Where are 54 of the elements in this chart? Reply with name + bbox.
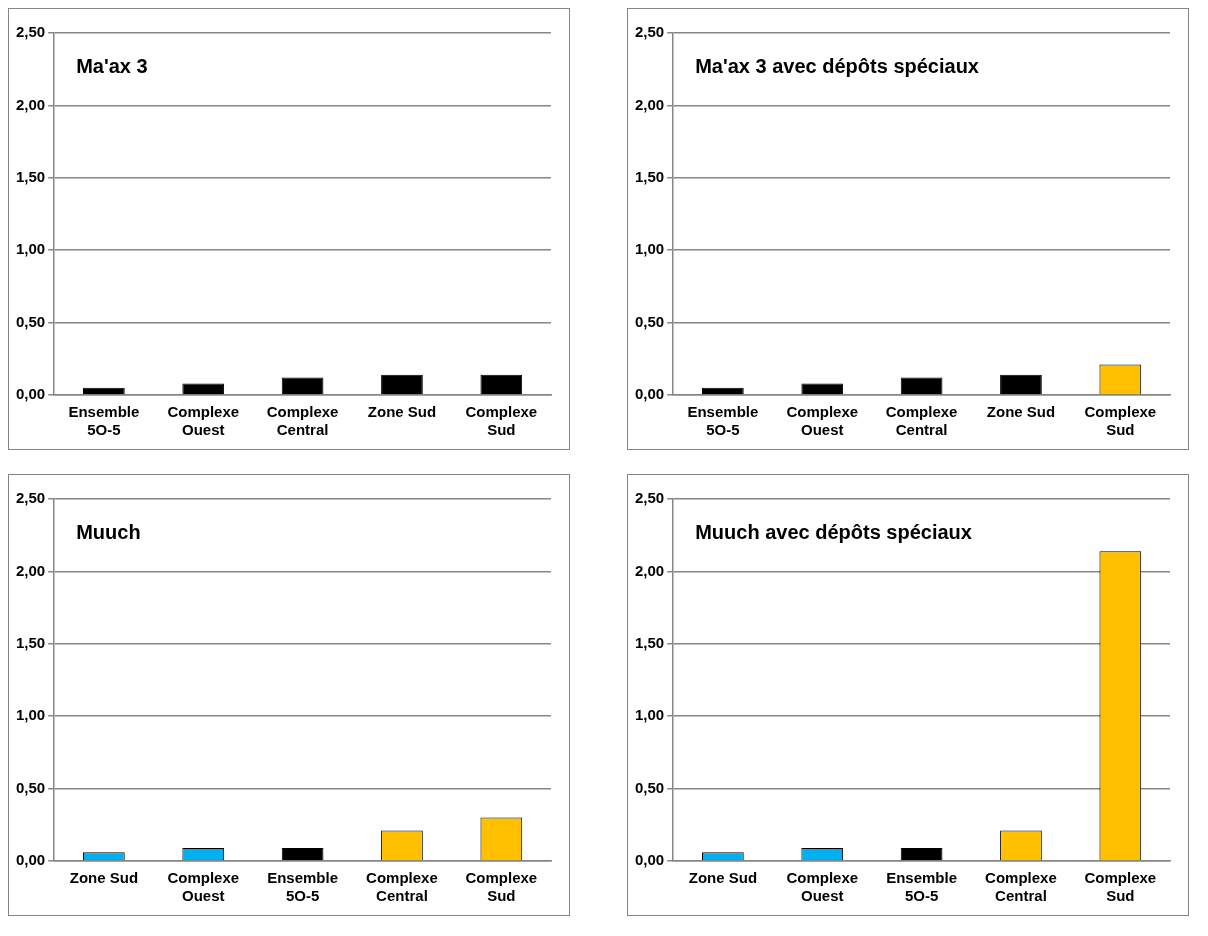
y-tick-label: 0,00 [15,385,46,403]
bar [480,374,523,395]
x-tick-label: Ensemble 5O-5 [886,869,958,905]
x-tick-label: Complexe Central [985,869,1057,905]
x-tick-label: Complexe Sud [465,869,538,905]
text: Ma'ax 3 [76,54,148,77]
x-tick-label: Complexe Sud [465,403,538,439]
text: Muuch [76,520,141,543]
y-tick-label: 1,00 [15,240,46,258]
y-tick-label: 1,00 [15,706,46,724]
y-tick-label: 2,00 [15,561,46,579]
bar [900,847,943,861]
x-tick-label: Complexe Ouest [167,869,240,905]
x-tick-label: Ensemble 5O-5 [68,403,140,439]
y-tick-label: 2,50 [15,489,46,507]
bar [281,377,324,395]
y-tick-label: 1,00 [634,240,665,258]
y-tick-label: 0,00 [634,851,665,869]
y-tick-label: 0,00 [15,851,46,869]
y-tick-label: 0,00 [634,385,665,403]
x-tick-label: Ensemble 5O-5 [267,869,339,905]
y-tick-label: 1,50 [634,167,665,185]
x-tick-label: Complexe Sud [1084,869,1157,905]
bar [83,387,125,395]
bar [381,374,423,395]
x-tick-label: Zone Sud [688,869,758,887]
y-tick-label: 0,50 [15,778,46,796]
x-tick-label: Complexe Ouest [786,869,859,905]
text: Ma'ax 3 avec dépôts spéciaux [695,54,979,77]
y-tick-label: 2,00 [634,561,665,579]
x-tick-label: Complexe Central [885,403,958,439]
y-tick-label: 2,50 [634,489,665,507]
x-tick-label: Zone Sud [367,403,437,421]
x-tick-label: Complexe Ouest [786,403,859,439]
y-tick-label: 1,50 [15,167,46,185]
x-tick-label: Complexe Central [366,869,438,905]
y-tick-label: 0,50 [634,312,665,330]
x-tick-label: Ensemble 5O-5 [687,403,759,439]
bar [182,383,225,395]
y-tick-label: 1,00 [634,706,665,724]
text: Muuch avec dépôts spéciaux [695,520,972,543]
x-tick-label: Complexe Central [266,403,339,439]
y-tick-label: 1,50 [15,633,46,651]
y-tick-label: 2,50 [634,23,665,41]
y-tick-label: 1,50 [634,633,665,651]
y-tick-label: 2,00 [634,95,665,113]
x-tick-label: Complexe Ouest [167,403,240,439]
x-tick-label: Zone Sud [986,403,1056,421]
y-tick-label: 2,00 [15,95,46,113]
y-tick-label: 0,50 [634,778,665,796]
x-tick-label: Complexe Sud [1084,403,1157,439]
y-tick-label: 2,50 [15,23,46,41]
y-tick-label: 0,50 [15,312,46,330]
x-tick-label: Zone Sud [69,869,139,887]
